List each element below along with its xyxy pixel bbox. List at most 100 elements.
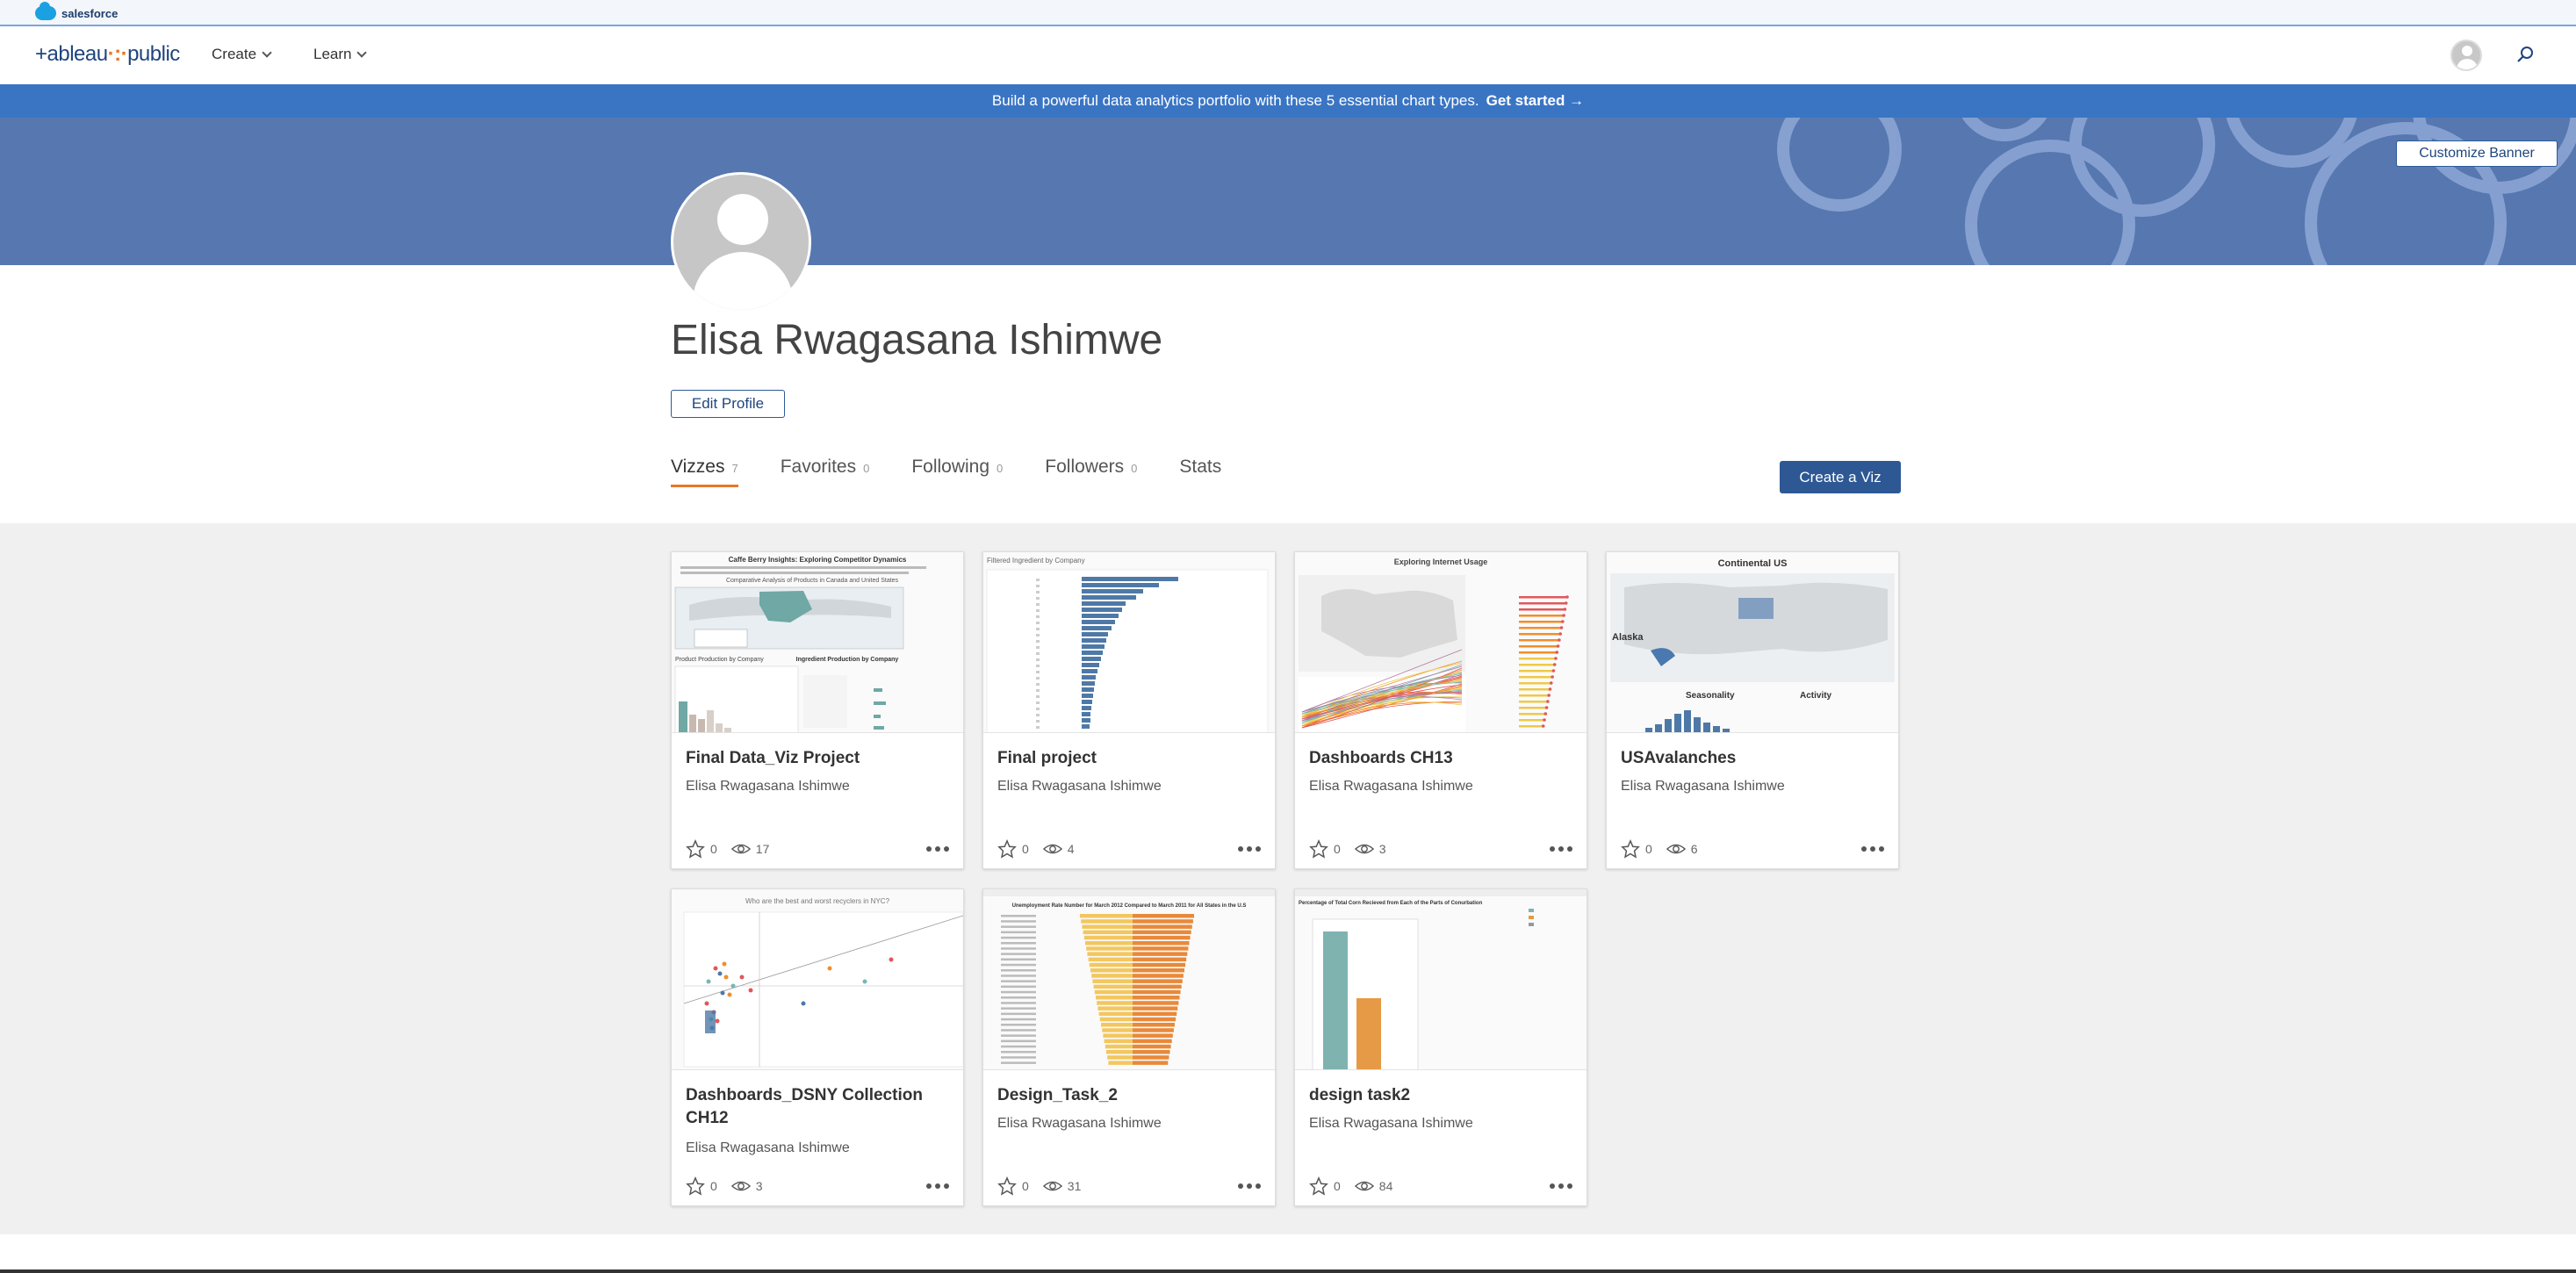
- tab-followers[interactable]: Followers 0: [1045, 457, 1137, 488]
- viz-card[interactable]: Caffe Berry Insights: Exploring Competit…: [671, 551, 964, 869]
- thumb-bar: [1519, 633, 1561, 636]
- viz-thumbnail[interactable]: Exploring Internet Usage: [1295, 552, 1587, 733]
- viz-card[interactable]: Continental US Alaska Seasonality Activi…: [1606, 551, 1899, 869]
- thumb-label-mark: [1036, 646, 1040, 649]
- viz-title[interactable]: Final project: [997, 749, 1097, 767]
- thumb-line: [1301, 671, 1463, 725]
- viz-title[interactable]: Final Data_Viz Project: [686, 749, 860, 767]
- search-icon[interactable]: [2516, 46, 2534, 63]
- thumb-point: [706, 979, 711, 984]
- chevron-down-icon: [356, 47, 368, 58]
- viz-author[interactable]: Elisa Rwagasana Ishimwe: [997, 779, 1162, 794]
- thumb-point: [722, 961, 727, 967]
- salesforce-logo[interactable]: salesforce: [35, 2, 119, 21]
- thumb-bar: [1133, 935, 1191, 940]
- tableau-public-logo[interactable]: +ableau·:·public: [35, 42, 180, 67]
- thumb-bar: [1082, 706, 1091, 710]
- viz-card[interactable]: Percentage of Total Corn Recieved from E…: [1294, 888, 1587, 1206]
- thumb-point: [1562, 614, 1565, 617]
- logo-text: +ableau: [35, 42, 108, 66]
- tab-following[interactable]: Following 0: [911, 457, 1003, 488]
- viz-card[interactable]: Unemployment Rate Number for March 2012 …: [982, 888, 1276, 1206]
- view-count: 84: [1378, 1179, 1393, 1193]
- star-icon[interactable]: [997, 839, 1017, 859]
- thumb-bar: [1090, 968, 1133, 973]
- star-icon[interactable]: [686, 839, 705, 859]
- tab-label: Vizzes: [671, 457, 725, 477]
- thumb-bars: [1519, 595, 1569, 728]
- profile-name: Elisa Rwagasana Ishimwe: [671, 317, 1163, 363]
- viz-author[interactable]: Elisa Rwagasana Ishimwe: [686, 1140, 850, 1155]
- nav-create-menu[interactable]: Create: [212, 46, 272, 63]
- viz-thumbnail[interactable]: Unemployment Rate Number for March 2012 …: [983, 889, 1275, 1070]
- thumb-bar: [1104, 1039, 1133, 1044]
- viz-thumbnail[interactable]: Percentage of Total Corn Recieved from E…: [1295, 889, 1587, 1070]
- star-icon[interactable]: [997, 1176, 1017, 1196]
- thumb-line: [1301, 677, 1463, 718]
- star-icon[interactable]: [686, 1176, 705, 1196]
- viz-thumbnail[interactable]: Who are the best and worst recyclers in …: [672, 889, 963, 1070]
- viz-author[interactable]: Elisa Rwagasana Ishimwe: [1309, 779, 1473, 794]
- thumb-bar: [1082, 651, 1103, 655]
- thumb-label-mark: [1001, 936, 1036, 939]
- thumb-bar: [1133, 979, 1183, 983]
- edit-profile-button[interactable]: Edit Profile: [671, 390, 785, 418]
- viz-thumbnail[interactable]: Continental US Alaska Seasonality Activi…: [1607, 552, 1898, 733]
- thumb-bar: [1082, 712, 1090, 716]
- viz-author[interactable]: Elisa Rwagasana Ishimwe: [1621, 779, 1785, 794]
- viz-card[interactable]: Filtered Ingredient by Company Final pro…: [982, 551, 1276, 869]
- viz-thumbnail[interactable]: Filtered Ingredient by Company: [983, 552, 1275, 733]
- more-options-icon[interactable]: [1238, 846, 1261, 852]
- viz-title[interactable]: Dashboards CH13: [1309, 749, 1453, 767]
- more-options-icon[interactable]: [1550, 1183, 1572, 1189]
- viz-card[interactable]: Who are the best and worst recyclers in …: [671, 888, 964, 1206]
- viz-title[interactable]: design task2: [1309, 1086, 1411, 1104]
- tab-count: 0: [863, 462, 870, 475]
- star-icon[interactable]: [1621, 839, 1640, 859]
- thumb-label-mark: [1036, 640, 1040, 643]
- viz-author[interactable]: Elisa Rwagasana Ishimwe: [1309, 1116, 1473, 1131]
- thumb-label-mark: [1036, 597, 1040, 600]
- thumb-bar: [1082, 657, 1101, 661]
- thumb-bar: [1133, 957, 1187, 962]
- viz-title[interactable]: Design_Task_2: [997, 1086, 1118, 1104]
- thumb-bar: [1087, 952, 1133, 956]
- thumb-label-mark: [1001, 1056, 1036, 1059]
- tab-vizzes[interactable]: Vizzes 7: [671, 457, 738, 488]
- viz-thumbnail[interactable]: Caffe Berry Insights: Exploring Competit…: [672, 552, 963, 733]
- thumb-bar: [1645, 728, 1652, 732]
- thumb-bar: [1082, 724, 1090, 729]
- thumb-bars: [1036, 577, 1178, 729]
- more-options-icon[interactable]: [1238, 1183, 1261, 1189]
- thumb-point: [1561, 620, 1565, 623]
- viz-title[interactable]: USAvalanches: [1621, 749, 1737, 767]
- viz-title[interactable]: Dashboards_DSNY Collection CH12: [686, 1086, 923, 1127]
- star-icon[interactable]: [1309, 839, 1328, 859]
- salesforce-label: salesforce: [61, 6, 119, 20]
- customize-banner-button[interactable]: Customize Banner: [2396, 140, 2558, 167]
- chevron-down-icon: [262, 47, 272, 58]
- tab-stats[interactable]: Stats: [1179, 457, 1221, 488]
- thumb-label-mark: [1001, 958, 1036, 961]
- viz-card[interactable]: Exploring Internet Usage Dashboards CH13…: [1294, 551, 1587, 869]
- user-avatar[interactable]: [2450, 40, 2482, 71]
- more-options-icon[interactable]: [926, 1183, 949, 1189]
- viz-author[interactable]: Elisa Rwagasana Ishimwe: [686, 779, 850, 794]
- more-options-icon[interactable]: [1550, 846, 1572, 852]
- more-options-icon[interactable]: [1861, 846, 1884, 852]
- thumb-label-mark: [1036, 579, 1040, 581]
- promo-get-started-link[interactable]: Get started →: [1486, 92, 1585, 109]
- thumb-point: [1558, 638, 1561, 642]
- tab-favorites[interactable]: Favorites 0: [781, 457, 870, 488]
- star-icon[interactable]: [1309, 1176, 1328, 1196]
- thumb-point: [1547, 694, 1551, 697]
- thumb-bar: [1684, 710, 1691, 732]
- viz-author[interactable]: Elisa Rwagasana Ishimwe: [997, 1116, 1162, 1131]
- thumb-bar: [1133, 968, 1184, 973]
- create-viz-button[interactable]: Create a Viz: [1780, 461, 1901, 493]
- thumb-bar: [1082, 626, 1112, 630]
- nav-learn-menu[interactable]: Learn: [313, 46, 368, 63]
- thumb-point: [1558, 632, 1562, 636]
- more-options-icon[interactable]: [926, 846, 949, 852]
- thumb-label-mark: [1001, 1045, 1036, 1048]
